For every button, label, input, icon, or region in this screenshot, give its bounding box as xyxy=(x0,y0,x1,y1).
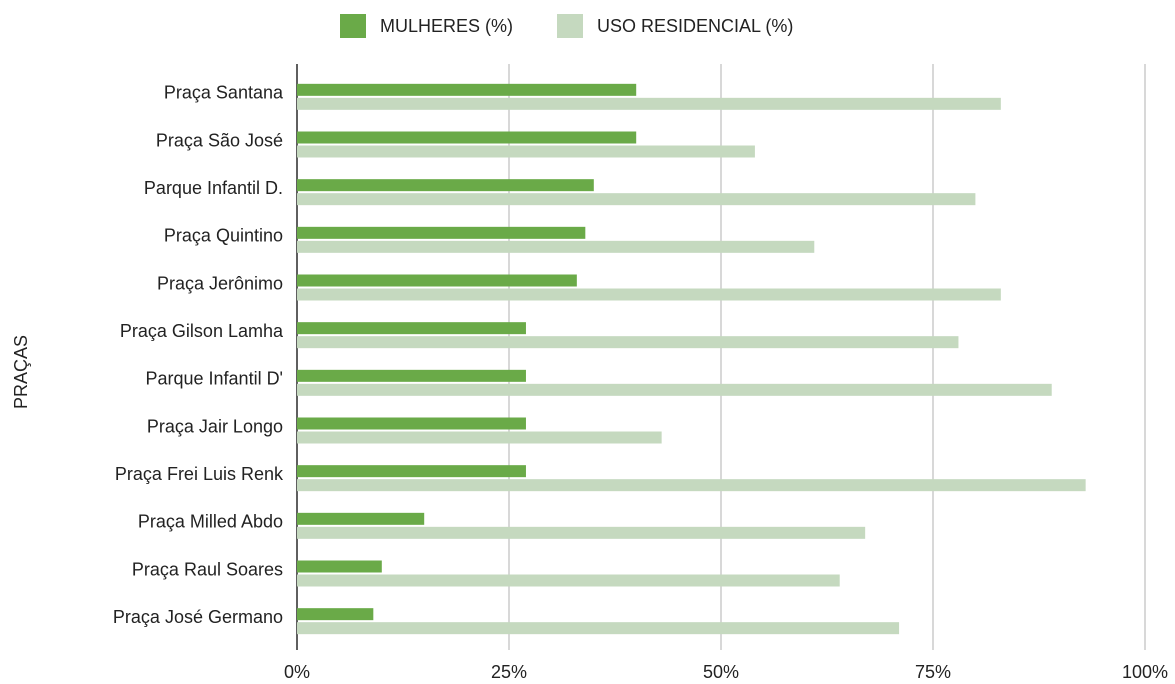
bar xyxy=(297,608,374,621)
bar xyxy=(297,97,1001,110)
bar xyxy=(297,431,662,444)
legend-label: MULHERES (%) xyxy=(380,16,513,36)
bar xyxy=(297,622,900,635)
bar xyxy=(297,240,815,253)
bar xyxy=(297,465,526,478)
bar xyxy=(297,131,637,144)
y-tick-label: Praça Jerônimo xyxy=(157,273,283,293)
y-tick-label: Praça Santana xyxy=(164,83,284,103)
y-tick-label: Praça Quintino xyxy=(164,226,283,246)
y-tick-label: Praça Frei Luis Renk xyxy=(115,464,284,484)
bar xyxy=(297,83,637,96)
bar xyxy=(297,288,1001,301)
bar xyxy=(297,574,840,587)
bar xyxy=(297,193,976,206)
x-tick-label: 100% xyxy=(1122,662,1168,682)
y-axis-label: PRAÇAS xyxy=(11,335,31,409)
x-tick-label: 75% xyxy=(915,662,951,682)
bar xyxy=(297,479,1086,492)
bar xyxy=(297,179,594,192)
x-tick-label: 50% xyxy=(703,662,739,682)
bar xyxy=(297,526,866,539)
bar xyxy=(297,274,577,287)
y-tick-label: Parque Infantil D. xyxy=(144,178,283,198)
y-tick-label: Praça Raul Soares xyxy=(132,559,283,579)
legend-swatch xyxy=(557,14,583,38)
y-tick-label: Praça Milled Abdo xyxy=(138,512,283,532)
x-tick-label: 25% xyxy=(491,662,527,682)
bar xyxy=(297,512,425,525)
y-tick-label: Praça São José xyxy=(156,130,283,150)
bar xyxy=(297,417,526,430)
bar xyxy=(297,560,382,573)
bar xyxy=(297,145,755,158)
legend-label: USO RESIDENCIAL (%) xyxy=(597,16,793,36)
bar xyxy=(297,369,526,382)
legend-swatch xyxy=(340,14,366,38)
y-tick-label: Praça Jair Longo xyxy=(147,416,283,436)
y-tick-label: Praça José Germano xyxy=(113,607,283,627)
bar xyxy=(297,383,1052,396)
y-tick-label: Praça Gilson Lamha xyxy=(120,321,284,341)
bar xyxy=(297,226,586,239)
bar xyxy=(297,336,959,349)
bar xyxy=(297,322,526,335)
y-tick-label: Parque Infantil D' xyxy=(145,369,283,389)
x-tick-label: 0% xyxy=(284,662,310,682)
